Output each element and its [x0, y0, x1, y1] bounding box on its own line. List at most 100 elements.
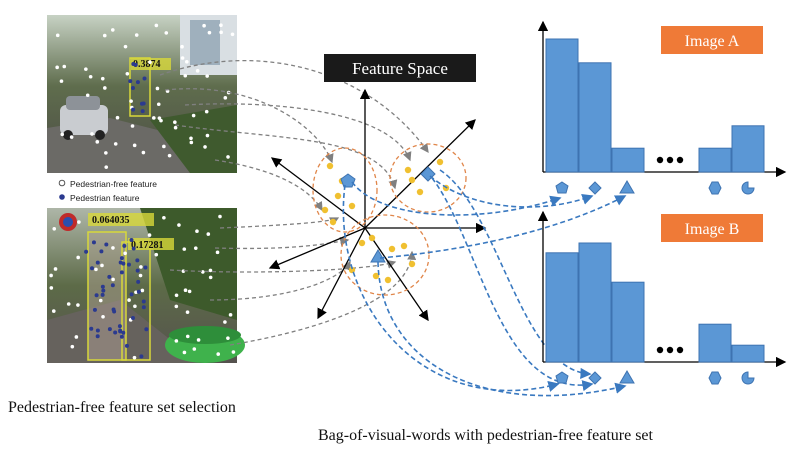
visual-word-triangle-icon: [619, 370, 635, 384]
free-feature-point: [85, 93, 90, 98]
free-feature-point: [130, 124, 135, 128]
pedestrian-feature-point: [129, 292, 134, 297]
legend: Pedestrian-free feature Pedestrian featu…: [58, 179, 157, 203]
pedestrian-feature-point: [117, 324, 122, 329]
pedestrian-feature-point: [141, 101, 146, 106]
pedestrian-feature-point: [141, 299, 146, 304]
histogram-b-bars: [545, 242, 765, 363]
free-feature-point: [115, 115, 120, 120]
free-feature-point: [218, 214, 222, 219]
free-feature-point: [49, 273, 53, 278]
cluster-ring-bottom: [340, 214, 430, 296]
cluster-feature-points: [321, 158, 450, 284]
histogram-image-b: Image B: [537, 210, 787, 385]
pedestrian-feature-point: [94, 293, 99, 298]
free-feature-point: [156, 102, 161, 107]
cluster-feature-point: [329, 218, 337, 226]
pedestrian-feature-point: [121, 261, 126, 266]
pedestrian-feature-point: [113, 330, 118, 335]
histogram-bar: [578, 62, 612, 173]
free-feature-point: [180, 56, 185, 60]
feature-space-title-box: [324, 54, 476, 82]
free-feature-point: [70, 344, 75, 349]
free-feature-point: [125, 71, 130, 76]
free-feature-point: [193, 246, 198, 250]
detection-box-bottom-left: [87, 231, 127, 361]
free-feature-point: [183, 73, 188, 78]
histogram-bar: [545, 252, 579, 363]
pedestrian-feature-point: [95, 328, 100, 333]
free-feature-point: [162, 144, 166, 149]
free-feature-point: [219, 23, 223, 28]
histogram-bar: [698, 147, 732, 173]
free-feature-point: [141, 150, 146, 155]
cluster-feature-point: [404, 166, 412, 174]
pedestrian-feature-point: [142, 76, 147, 81]
cluster-feature-point: [368, 234, 376, 242]
pedestrian-feature-point: [136, 279, 141, 284]
free-feature-point: [173, 120, 177, 125]
pedestrian-feature-point: [107, 327, 112, 332]
pedestrian-feature-point: [84, 249, 89, 254]
feature-space-title: Feature Space: [352, 59, 448, 78]
free-feature-point: [84, 67, 88, 71]
pedestrian-feature-point: [92, 307, 97, 312]
free-feature-point: [195, 69, 200, 73]
free-feature-point: [219, 30, 223, 35]
histogram-bar: [611, 147, 645, 173]
free-feature-point: [207, 30, 212, 35]
pedestrian-feature-point: [107, 274, 112, 279]
free-feature-point: [173, 125, 178, 130]
feature-space: Feature Space: [268, 54, 487, 322]
pedestrian-feature-point: [119, 256, 124, 261]
pedestrian-feature-point: [95, 260, 100, 265]
free-feature-point: [148, 60, 152, 64]
free-feature-point: [177, 223, 181, 227]
free-feature-point: [132, 143, 137, 148]
free-feature-point: [192, 347, 197, 351]
free-feature-point: [133, 304, 137, 309]
free-feature-point: [180, 44, 184, 49]
pedestrian-feature-point: [129, 237, 134, 242]
free-feature-point: [185, 310, 190, 314]
free-feature-point: [208, 268, 213, 273]
free-feature-point: [185, 334, 190, 339]
free-feature-point: [51, 309, 56, 313]
top-photo-feature-points: [55, 23, 235, 169]
pedestrian-feature-point: [131, 61, 136, 66]
free-feature-point: [49, 286, 54, 290]
free-feature-point: [104, 151, 108, 155]
free-feature-point: [52, 227, 57, 231]
pedestrian-feature-point: [118, 329, 123, 334]
free-feature-point: [100, 76, 105, 81]
histogram-image-a: Image A: [537, 20, 787, 195]
free-feature-point: [155, 86, 160, 91]
pedestrian-feature-point: [135, 80, 140, 85]
free-feature-point: [98, 298, 103, 303]
pedestrian-feature-point: [95, 334, 100, 339]
free-feature-point: [205, 74, 209, 78]
cluster-feature-point: [348, 266, 356, 274]
free-feature-point: [101, 314, 105, 319]
pedestrian-feature-point: [128, 79, 133, 84]
pedestrian-feature-point: [139, 354, 144, 359]
pedestrian-feature-point: [110, 283, 115, 288]
free-feature-point: [134, 33, 139, 37]
free-feature-point: [110, 28, 115, 32]
detection-score-top: 0.3874: [133, 59, 161, 70]
free-feature-point: [216, 352, 221, 356]
free-feature-point: [66, 302, 71, 306]
cluster-feature-point: [372, 272, 380, 280]
free-feature-point: [174, 339, 179, 343]
cluster-feature-point: [358, 239, 366, 247]
pedestrian-feature-point: [100, 284, 105, 289]
histogram-bar: [731, 125, 765, 173]
free-feature-point: [88, 74, 93, 79]
image-b-label-box: [661, 214, 763, 242]
free-feature-point: [154, 252, 159, 257]
pedestrian-feature-point: [141, 305, 146, 310]
free-feature-point: [60, 132, 65, 137]
free-feature-point: [123, 251, 127, 256]
legend-free-marker: [58, 179, 66, 187]
visual-word-diamond-icon: [588, 371, 602, 385]
